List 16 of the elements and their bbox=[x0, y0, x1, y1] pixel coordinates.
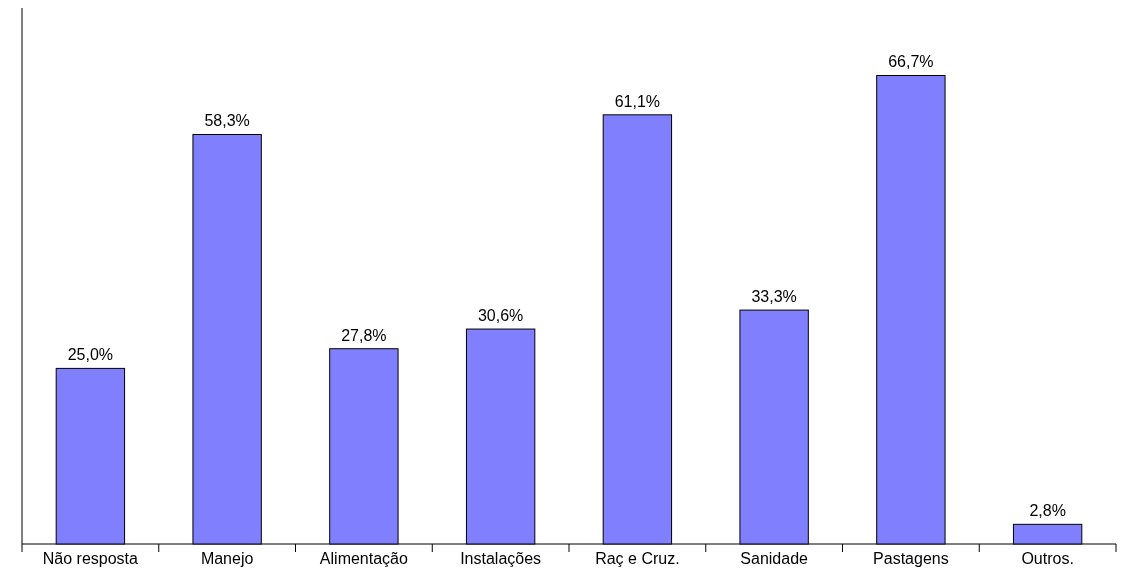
data-label: 58,3% bbox=[204, 112, 250, 130]
data-label: 2,8% bbox=[1029, 502, 1066, 520]
x-tick-label: Alimentação bbox=[319, 550, 408, 567]
data-label: 27,8% bbox=[341, 326, 387, 344]
x-tick-label: Pastagens bbox=[873, 550, 949, 567]
x-tick-label: Instalações bbox=[460, 550, 542, 567]
x-tick-label: Sanidade bbox=[740, 550, 809, 567]
x-tick-label: Raç e Cruz. bbox=[595, 550, 680, 567]
x-tick-label: Não resposta bbox=[42, 550, 139, 567]
data-label: 33,3% bbox=[751, 288, 797, 306]
data-label: 25,0% bbox=[67, 346, 114, 364]
x-tick-label: Outros. bbox=[1021, 550, 1074, 567]
data-label: 30,6% bbox=[477, 307, 524, 325]
data-label: 66,7% bbox=[888, 53, 934, 71]
data-label: 61,1% bbox=[614, 92, 661, 110]
x-tick-label: Manejo bbox=[200, 550, 254, 567]
